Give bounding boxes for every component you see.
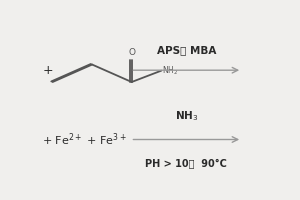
- Text: NH$_3$: NH$_3$: [175, 109, 198, 123]
- Text: PH > 10，  90°C: PH > 10， 90°C: [146, 158, 227, 168]
- Text: APS， MBA: APS， MBA: [157, 45, 216, 55]
- Text: O: O: [128, 48, 135, 57]
- Text: + Fe$^{2+}$ + Fe$^{3+}$: + Fe$^{2+}$ + Fe$^{3+}$: [42, 131, 127, 148]
- Text: NH$_2$: NH$_2$: [163, 64, 178, 77]
- Text: +: +: [42, 64, 53, 77]
